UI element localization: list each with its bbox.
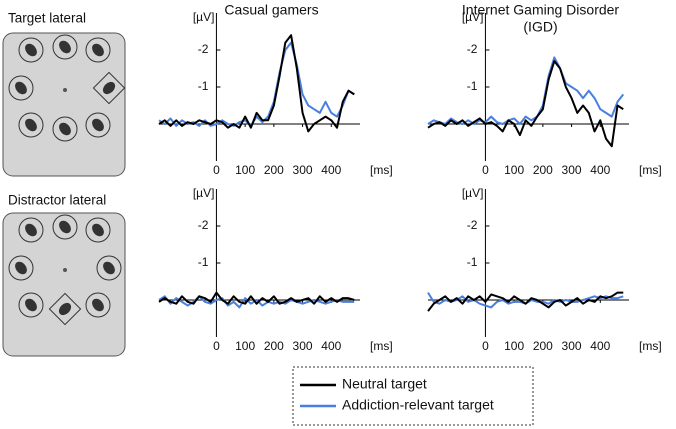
item-circle <box>18 112 44 138</box>
item-icon <box>103 261 115 275</box>
y-tick-label: -1 <box>467 79 478 93</box>
series-line <box>158 34 355 133</box>
item-icon <box>102 81 116 95</box>
stimulus-display <box>2 212 126 357</box>
item-circle <box>85 217 111 243</box>
item-circle <box>85 112 111 138</box>
item-icon <box>59 122 71 136</box>
item-icon <box>25 43 37 57</box>
item-circle <box>8 75 34 101</box>
x-tick-label: 400 <box>321 163 341 177</box>
x-tick-label: 0 <box>213 339 220 353</box>
x-tick-label: 200 <box>533 163 553 177</box>
x-tick-label: 200 <box>533 339 553 353</box>
target-frame <box>92 71 126 105</box>
x-tick-label: 300 <box>562 163 582 177</box>
item-icon <box>25 223 37 237</box>
item-circle <box>85 292 111 318</box>
y-tick-label: -1 <box>198 79 209 93</box>
stimulus-display <box>2 32 126 177</box>
item-circle <box>52 116 78 142</box>
series-line <box>158 291 355 305</box>
x-axis-label: [ms] <box>370 163 393 177</box>
legend-label: Neutral target <box>342 376 427 392</box>
series-line <box>427 60 624 148</box>
item-circle <box>52 214 78 240</box>
item-circle <box>85 37 111 63</box>
fixation-dot <box>63 88 67 92</box>
x-tick-label: 400 <box>321 339 341 353</box>
chart-title: Internet Gaming Disorder <box>462 2 620 18</box>
series-line <box>427 56 625 125</box>
y-axis-label: [µV] <box>193 186 215 200</box>
item-icon <box>58 302 72 316</box>
y-axis-label: [µV] <box>462 186 484 200</box>
item-icon <box>25 298 37 312</box>
x-axis-label: [ms] <box>370 339 393 353</box>
y-tick-label: -2 <box>467 218 478 232</box>
x-tick-label: 300 <box>293 339 313 353</box>
series-line <box>427 291 624 312</box>
x-tick-label: 0 <box>482 339 489 353</box>
item-circle <box>18 217 44 243</box>
item-icon <box>59 220 71 234</box>
x-tick-label: 300 <box>562 339 582 353</box>
x-tick-label: 0 <box>482 163 489 177</box>
legend-label: Addiction-relevant target <box>342 397 494 413</box>
x-tick-label: 200 <box>264 339 284 353</box>
row-label: Distractor lateral <box>8 193 106 208</box>
x-tick-label: 100 <box>235 339 255 353</box>
y-tick-label: -1 <box>198 255 209 269</box>
legend-box <box>292 366 534 426</box>
item-icon <box>25 118 37 132</box>
x-tick-label: 400 <box>590 163 610 177</box>
x-axis-label: [ms] <box>639 163 662 177</box>
item-icon <box>15 81 27 95</box>
x-tick-label: 300 <box>293 163 313 177</box>
x-tick-label: 400 <box>590 339 610 353</box>
row-label: Target lateral <box>8 11 86 26</box>
x-tick-label: 200 <box>264 163 284 177</box>
item-circle <box>18 37 44 63</box>
x-tick-label: 100 <box>235 163 255 177</box>
chart-title: Casual gamers <box>224 2 318 18</box>
item-icon <box>92 223 104 237</box>
item-icon <box>59 40 71 54</box>
target-frame <box>48 292 82 326</box>
x-axis-label: [ms] <box>639 339 662 353</box>
item-circle <box>96 255 122 281</box>
item-icon <box>15 261 27 275</box>
x-tick-label: 100 <box>504 163 524 177</box>
y-tick-label: -2 <box>467 42 478 56</box>
y-axis-label: [µV] <box>462 10 484 24</box>
x-tick-label: 100 <box>504 339 524 353</box>
y-tick-label: -1 <box>467 255 478 269</box>
y-tick-label: -2 <box>198 42 209 56</box>
item-icon <box>92 43 104 57</box>
item-circle <box>52 34 78 60</box>
item-circle <box>8 255 34 281</box>
y-tick-label: -2 <box>198 218 209 232</box>
x-tick-label: 0 <box>213 163 220 177</box>
fixation-dot <box>63 268 67 272</box>
item-circle <box>18 292 44 318</box>
y-axis-label: [µV] <box>193 10 215 24</box>
item-icon <box>92 298 104 312</box>
item-icon <box>92 118 104 132</box>
chart-subtitle: (IGD) <box>523 19 557 35</box>
